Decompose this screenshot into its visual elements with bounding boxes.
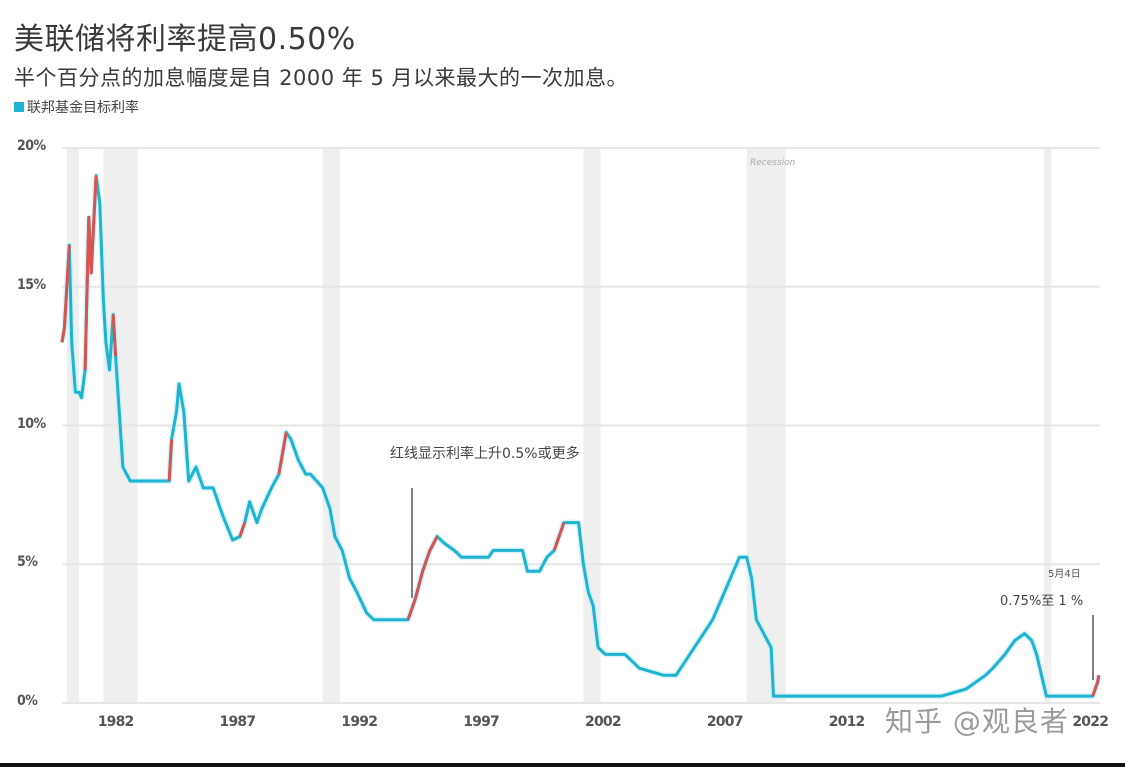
hike-segment	[238, 522, 247, 537]
hike-segment	[552, 522, 566, 551]
chart-title: 美联储将利率提高0.50%	[14, 22, 356, 57]
latest-range-annotation: 0.75%至 1 %	[1000, 594, 1084, 609]
x-tick-label: 2007	[706, 714, 744, 730]
x-tick-label: 2022	[1072, 714, 1109, 730]
y-tick-label: 10%	[17, 415, 46, 432]
y-tick-label: 5%	[17, 554, 38, 571]
legend: 联邦基金目标利率	[14, 97, 139, 117]
bottom-border	[0, 763, 1125, 767]
hike-segment	[167, 439, 174, 482]
legend-label: 联邦基金目标利率	[27, 100, 139, 116]
y-tick-label: 20%	[17, 138, 46, 154]
latest-date-annotation: 5月4日	[1048, 569, 1081, 580]
recession-label: Recession	[750, 158, 796, 168]
watermark: 知乎 @观良者	[885, 705, 1069, 738]
hike-segment	[277, 432, 288, 475]
x-tick-label: 1987	[219, 714, 257, 730]
y-tick-label: 15%	[17, 276, 46, 293]
x-tick-label: 1982	[97, 714, 135, 730]
fed-rate-line	[60, 174, 1101, 698]
rate-line	[59, 172, 1102, 700]
hike-note-annotation: 红线显示利率上升0.5%或更多	[390, 446, 580, 462]
hike-segment	[111, 314, 118, 357]
hike-segment	[1091, 675, 1101, 697]
x-tick-label: 1992	[341, 714, 378, 730]
x-tick-label: 2012	[828, 714, 866, 730]
x-tick-label: 2002	[585, 714, 622, 730]
hike-segment	[406, 535, 439, 621]
hike-segment	[83, 175, 98, 371]
legend-swatch-icon	[14, 102, 24, 112]
annotation-markers	[411, 488, 1094, 680]
y-tick-label: 0%	[17, 693, 38, 709]
gridlines	[62, 147, 1100, 704]
x-tick-label: 1997	[463, 714, 500, 730]
hike-segment	[60, 245, 71, 343]
chart-subtitle: 半个百分点的加息幅度是自 2000 年 5 月以来最大的一次加息。	[14, 66, 629, 90]
